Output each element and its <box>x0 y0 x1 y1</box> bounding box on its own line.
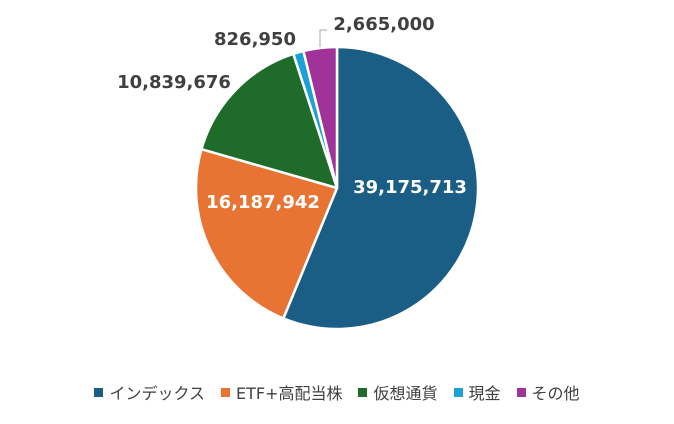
legend-swatch <box>516 387 526 397</box>
slice-other <box>302 45 339 190</box>
data-label-other: 2,665,000 <box>333 14 434 35</box>
slice-etf <box>194 147 339 320</box>
legend-swatch <box>358 387 368 397</box>
slice-index <box>282 45 480 331</box>
legend-swatch <box>94 387 104 397</box>
legend-item-crypto: 仮想通貨 <box>358 380 438 404</box>
legend-label: 仮想通貨 <box>373 384 438 403</box>
data-label-crypto: 10,839,676 <box>117 72 231 93</box>
legend-label: その他 <box>531 384 580 403</box>
legend-item-cash: 現金 <box>453 380 501 404</box>
legend: インデックス ETF+高配当株 仮想通貨 現金 その他 <box>0 380 674 404</box>
legend-label: 現金 <box>468 384 501 403</box>
legend-label: ETF+高配当株 <box>235 384 343 403</box>
legend-item-etf: ETF+高配当株 <box>220 380 343 404</box>
legend-item-index: インデックス <box>94 380 205 404</box>
data-label-etf: 16,187,942 <box>206 192 320 213</box>
legend-swatch <box>453 387 463 397</box>
legend-label: インデックス <box>109 384 205 403</box>
data-label-cash: 826,950 <box>214 29 296 50</box>
data-label-index: 39,175,713 <box>353 177 467 198</box>
leader-line-other <box>319 29 327 47</box>
legend-item-other: その他 <box>516 380 580 404</box>
legend-swatch <box>220 387 230 397</box>
